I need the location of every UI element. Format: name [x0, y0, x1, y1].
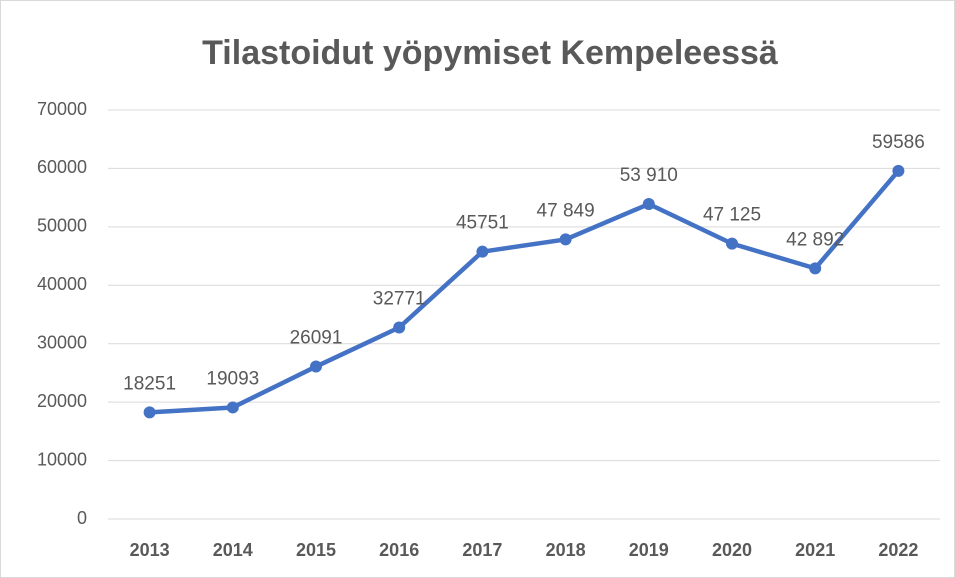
data-point [642, 198, 655, 211]
x-tick-label: 2018 [546, 540, 586, 560]
y-tick-label: 30000 [37, 332, 87, 352]
y-tick-label: 60000 [37, 157, 87, 177]
data-point [559, 233, 572, 246]
x-tick-label: 2015 [296, 540, 336, 560]
y-tick-label: 70000 [37, 99, 87, 119]
data-point [809, 262, 822, 275]
data-label: 47 849 [537, 200, 595, 221]
series-line [149, 169, 901, 415]
data-label: 53 910 [620, 165, 678, 186]
x-tick-label: 2022 [878, 540, 918, 560]
x-tick-label: 2020 [712, 540, 752, 560]
data-point [310, 360, 322, 373]
y-tick-label: 50000 [37, 216, 87, 236]
y-tick-label: 40000 [37, 274, 87, 294]
data-label: 26091 [290, 328, 343, 349]
data-point [393, 321, 406, 334]
x-tick-label: 2017 [462, 540, 502, 560]
data-label: 45751 [456, 213, 509, 234]
data-label: 19093 [206, 368, 259, 389]
data-label: 42 892 [786, 229, 844, 250]
data-point [476, 245, 489, 258]
chart-title: Tilastoidut yöpymiset Kempeleessä [202, 34, 778, 72]
data-label: 47 125 [703, 205, 761, 226]
x-tick-label: 2014 [213, 540, 253, 560]
y-tick-label: 10000 [37, 449, 87, 469]
x-tick-label: 2021 [795, 540, 835, 560]
y-tick-label: 0 [77, 508, 87, 528]
data-label: 18251 [123, 373, 176, 394]
data-point [226, 401, 239, 414]
data-label: 32771 [373, 289, 426, 310]
data-point [892, 164, 905, 177]
x-tick-label: 2013 [130, 540, 170, 560]
data-label: 59586 [872, 132, 925, 153]
x-tick-label: 2016 [379, 540, 419, 560]
x-tick-label: 2019 [629, 540, 669, 560]
data-point [143, 406, 156, 419]
data-point [726, 237, 738, 250]
y-tick-label: 20000 [37, 391, 87, 411]
